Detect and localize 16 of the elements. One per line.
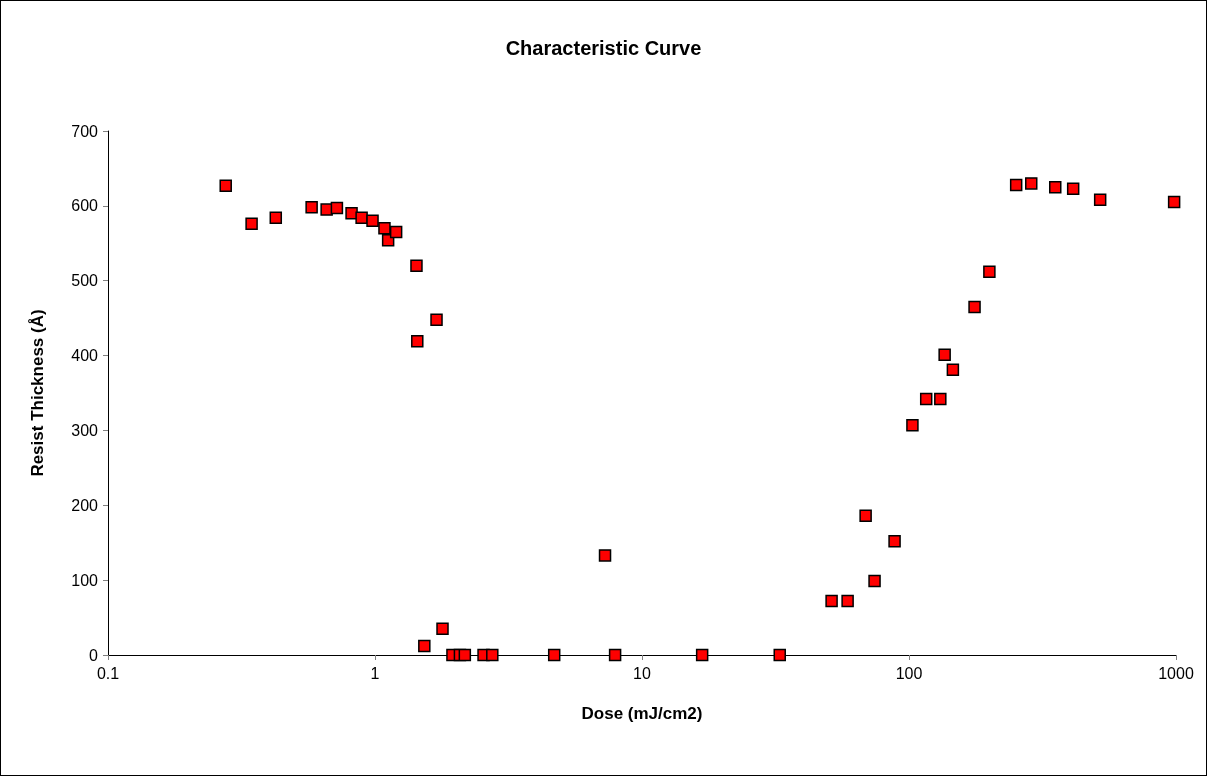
y-tick-label: 500	[71, 272, 99, 290]
x-axis-title: Dose (mJ/cm2)	[581, 704, 703, 723]
y-tick-label: 300	[71, 421, 99, 439]
y-tick-label: 0	[89, 646, 99, 664]
x-tick-label: 1000	[1158, 664, 1194, 682]
x-tick-label: 1	[370, 664, 380, 682]
chart-title: Characteristic Curve	[505, 37, 702, 59]
y-tick-label: 700	[71, 122, 99, 140]
x-tick-label: 10	[633, 664, 651, 682]
x-tick-label: 100	[895, 664, 923, 682]
y-tick-label: 100	[71, 571, 99, 589]
y-tick-label: 600	[71, 197, 99, 215]
y-tick-label: 400	[71, 347, 99, 365]
y-axis-title: Resist Thickness (Å)	[28, 309, 47, 477]
y-tick-label: 200	[71, 496, 99, 514]
x-tick-label: 0.1	[96, 664, 120, 682]
